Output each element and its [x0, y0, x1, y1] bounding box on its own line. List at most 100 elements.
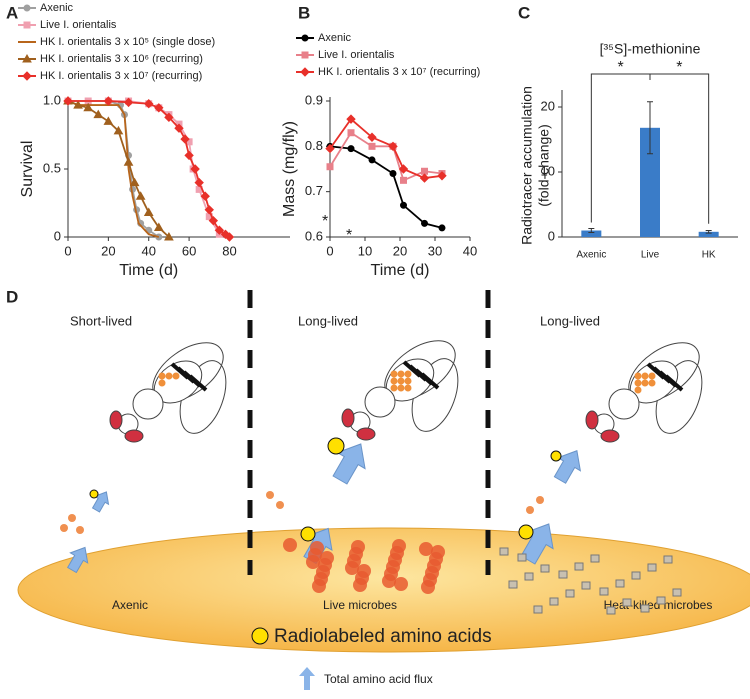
x-tick-label: 30 — [428, 243, 442, 258]
marker — [123, 97, 134, 108]
legend-label: Axenic — [40, 2, 74, 14]
marker — [103, 96, 114, 106]
marker — [421, 219, 428, 227]
particle — [158, 372, 166, 380]
marker — [63, 96, 73, 106]
x-tick-label: 20 — [101, 243, 115, 258]
x-tick-label: 80 — [222, 243, 236, 258]
marker — [388, 141, 398, 152]
dead-microbe — [656, 596, 666, 605]
particle — [404, 384, 412, 392]
marker — [123, 157, 134, 166]
y-axis-label: Mass (mg/fly) — [281, 121, 298, 217]
legend-marker — [301, 34, 309, 42]
x-axis-label: Time (d) — [371, 262, 430, 279]
particle — [158, 379, 166, 387]
x-tick-label: 0 — [64, 243, 71, 258]
x-tick-label: 20 — [393, 243, 407, 258]
dead-microbe — [533, 605, 543, 614]
live-microbe — [394, 577, 408, 591]
x-tick-label: 40 — [141, 243, 155, 258]
dead-microbe — [499, 547, 509, 556]
dead-microbe — [574, 562, 584, 571]
y-tick-label: 0 — [54, 228, 61, 243]
particle — [648, 379, 656, 387]
particle — [634, 372, 642, 380]
marker — [184, 150, 194, 161]
fly-eye — [356, 427, 376, 441]
radiation-icon — [89, 489, 99, 499]
flux-arrow — [332, 443, 366, 485]
flux-arrow — [299, 667, 315, 690]
x-tick-label: 0 — [326, 243, 333, 258]
panel-label: D — [6, 287, 18, 306]
y-tick-label: 10 — [541, 163, 555, 178]
particle — [390, 370, 398, 378]
annotation: * — [346, 227, 352, 244]
radiation-icon — [550, 450, 562, 462]
marker — [347, 129, 355, 137]
marker — [200, 191, 210, 201]
lifespan-label: Short-lived — [70, 313, 132, 328]
legend-label: HK I. orientalis 3 x 10⁶ (recurring) — [40, 53, 203, 65]
legend-label: Total amino acid flux — [324, 672, 433, 686]
live-microbe — [353, 578, 367, 592]
dead-microbe — [540, 564, 550, 573]
particle — [641, 372, 649, 380]
live-microbe — [283, 538, 297, 552]
series-line — [67, 100, 160, 238]
marker — [437, 171, 447, 181]
dead-microbe — [631, 571, 641, 580]
legend-label: Live I. orientalis — [40, 19, 117, 31]
marker — [144, 99, 154, 109]
diagram-art — [60, 340, 703, 615]
marker — [129, 177, 140, 187]
particle — [390, 384, 398, 392]
particle — [60, 524, 68, 532]
marker — [224, 232, 235, 242]
y-tick-label: 20 — [541, 98, 555, 113]
significance-bracket — [590, 73, 710, 224]
marker — [398, 164, 409, 174]
marker — [194, 177, 204, 188]
marker — [143, 207, 154, 217]
fly-thorax — [364, 386, 396, 418]
bar — [698, 231, 719, 237]
marker — [73, 100, 83, 109]
fly-thorax — [608, 388, 640, 420]
particle — [276, 501, 284, 509]
series-line — [68, 100, 230, 238]
fly-eye — [124, 429, 144, 443]
legend-label: Radiolabeled amino acids — [274, 626, 492, 647]
dead-microbe — [647, 563, 657, 572]
annotation: * — [322, 213, 328, 230]
particle — [68, 514, 76, 522]
particle — [404, 370, 412, 378]
marker — [368, 156, 376, 164]
marker — [389, 170, 397, 178]
legend-label: Axenic — [318, 32, 352, 44]
live-microbe — [382, 574, 396, 588]
particle — [634, 379, 642, 387]
marker — [204, 205, 214, 215]
dead-microbe — [565, 589, 575, 598]
annotation: * — [618, 59, 624, 76]
y-tick-label: 0 — [548, 228, 555, 243]
fly-stripe — [188, 374, 208, 392]
error-bar — [588, 228, 595, 233]
y-tick-label: 0.7 — [305, 183, 323, 198]
annotation: * — [676, 59, 682, 76]
particle — [641, 379, 649, 387]
dead-microbe — [517, 553, 527, 562]
marker — [325, 143, 335, 154]
marker — [419, 173, 430, 183]
marker — [346, 114, 356, 124]
live-microbe — [421, 580, 435, 594]
marker — [214, 225, 225, 235]
legend-label: HK I. orientalis 3 x 10⁷ (recurring) — [40, 70, 202, 82]
live-microbe — [306, 555, 320, 569]
legend-marker — [301, 51, 309, 59]
radiation-icon — [518, 524, 534, 540]
dead-microbe — [508, 580, 518, 589]
fly-eye — [585, 410, 599, 430]
